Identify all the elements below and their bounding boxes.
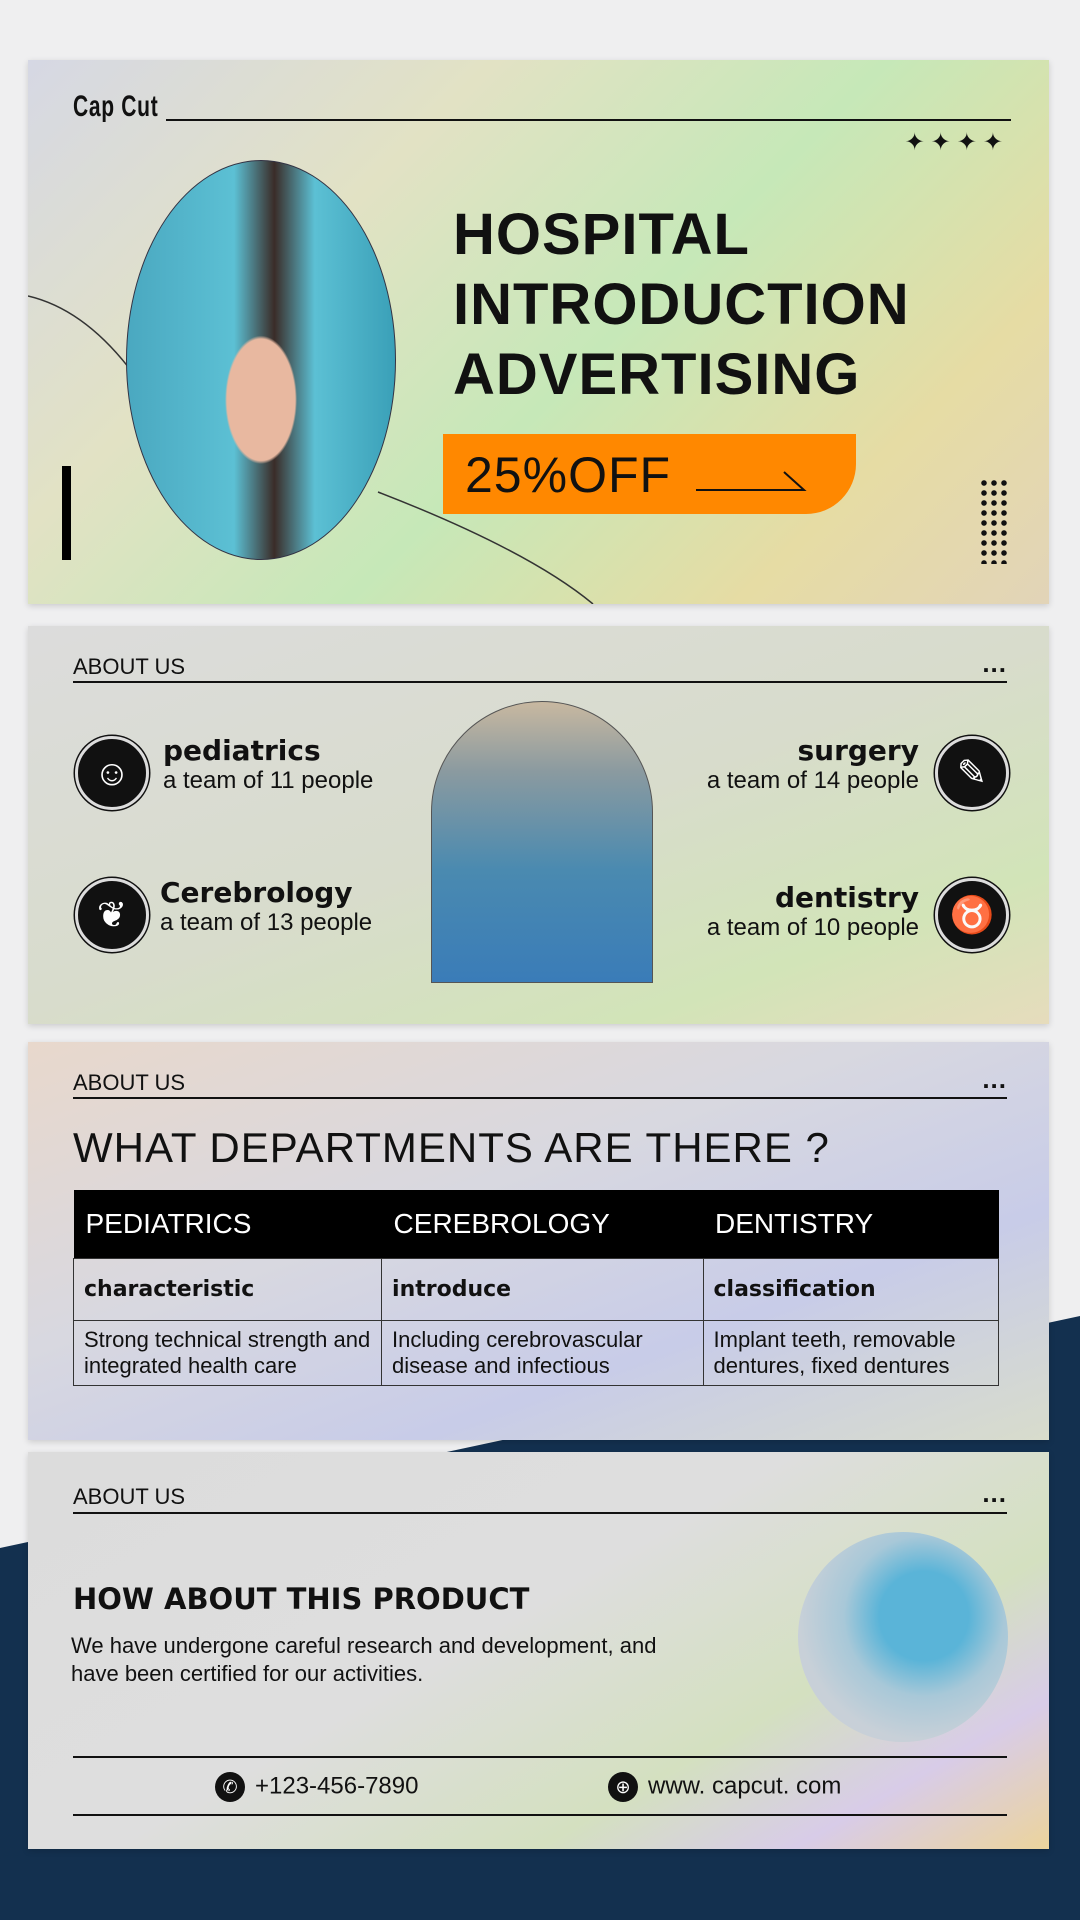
- divider: [73, 1097, 1007, 1099]
- phone-number: +123-456-7890: [255, 1772, 419, 1800]
- bar-decoration: [62, 466, 71, 560]
- stars-decoration: ✦✦✦✦: [904, 129, 1009, 156]
- table-cell: characteristic: [72, 1257, 383, 1321]
- table-cell: Strong technical strength and integrated…: [72, 1319, 383, 1386]
- table-row: Strong technical strength and integrated…: [72, 1319, 999, 1386]
- section-heading: WHAT DEPARTMENTS ARE THERE ?: [73, 1124, 830, 1171]
- baby-face-icon: ☺: [75, 736, 149, 810]
- department-dentistry: dentistry a team of 10 people: [707, 881, 919, 942]
- dept-name: dentistry: [774, 881, 919, 914]
- section-heading: HOW ABOUT THIS PRODUCT: [73, 1582, 530, 1616]
- title-line: INTRODUCTION: [453, 272, 910, 337]
- phone-contact[interactable]: ✆ +123-456-7890: [215, 1772, 418, 1802]
- department-cerebrology: Cerebrology a team of 13 people: [160, 876, 372, 937]
- nurse-photo: [126, 160, 396, 560]
- divider: [73, 1814, 1007, 1816]
- dept-name: Cerebrology: [160, 876, 353, 909]
- brain-icon: ❦: [75, 878, 149, 952]
- hero-title: HOSPITAL INTRODUCTION ADVERTISING: [453, 200, 910, 410]
- product-description: We have undergone careful research and d…: [71, 1633, 657, 1686]
- dept-team: a team of 13 people: [160, 909, 373, 936]
- dept-team: a team of 14 people: [706, 767, 919, 794]
- title-line: ADVERTISING: [453, 342, 861, 407]
- section-label: ABOUT US: [73, 654, 186, 679]
- column-header: CEREBROLOGY: [381, 1190, 703, 1258]
- section-label: ABOUT US: [73, 1070, 186, 1095]
- divider: [73, 681, 1007, 683]
- more-button[interactable]: ...: [982, 1478, 1007, 1508]
- product-card: ABOUT US ... HOW ABOUT THIS PRODUCT We h…: [28, 1452, 1049, 1849]
- arrow-right-icon: [695, 471, 807, 491]
- discount-text: 25%OFF: [465, 447, 672, 503]
- hero-card: Cap Cut ✦✦✦✦ HOSPITAL INTRODUCTION ADVER…: [28, 60, 1049, 604]
- table-cell: introduce: [381, 1257, 704, 1321]
- departments-table: PEDIATRICS CEREBROLOGY DENTISTRY character…: [72, 1190, 999, 1386]
- lab-photo: [798, 1532, 1008, 1742]
- about-card: ABOUT US ... ☺ pediatrics a team of 11 pe…: [28, 626, 1049, 1024]
- discount-badge[interactable]: 25%OFF: [443, 434, 856, 514]
- table-row: characteristic introduce classification: [72, 1257, 999, 1321]
- dot-grid-decoration: [979, 478, 1009, 564]
- divider: [73, 1512, 1007, 1514]
- section-label: ABOUT US: [73, 1484, 186, 1509]
- dept-team: a team of 11 people: [163, 767, 374, 794]
- department-surgery: surgery a team of 14 people: [707, 734, 919, 795]
- dept-team: a team of 10 people: [706, 914, 919, 941]
- departments-card: ABOUT US ... WHAT DEPARTMENTS ARE THERE …: [28, 1042, 1049, 1440]
- divider: [73, 1756, 1007, 1758]
- phone-icon: ✆: [215, 1772, 245, 1802]
- department-pediatrics: pediatrics a team of 11 people: [163, 734, 373, 795]
- dept-name: surgery: [797, 734, 919, 767]
- globe-icon: ⊕: [608, 1772, 638, 1802]
- website-url: www. capcut. com: [648, 1772, 842, 1800]
- more-button[interactable]: ...: [982, 648, 1007, 678]
- dept-name: pediatrics: [163, 734, 321, 767]
- divider: [166, 119, 1011, 121]
- more-button[interactable]: ...: [982, 1064, 1007, 1094]
- website-link[interactable]: ⊕ www. capcut. com: [608, 1772, 841, 1802]
- title-line: HOSPITAL: [453, 202, 750, 267]
- table-header-row: PEDIATRICS CEREBROLOGY DENTISTRY: [73, 1190, 999, 1258]
- surgery-photo: [431, 701, 653, 983]
- scalpel-icon: ✎: [935, 736, 1009, 810]
- column-header: DENTISTRY: [703, 1190, 999, 1258]
- table-cell: Including cerebrovascular disease and in…: [381, 1319, 704, 1386]
- tooth-icon: ♉: [935, 878, 1009, 952]
- table-cell: Implant teeth, removable dentures, fixed…: [702, 1319, 999, 1386]
- brand-logo: Cap Cut: [73, 90, 159, 123]
- column-header: PEDIATRICS: [73, 1190, 382, 1258]
- table-cell: classification: [702, 1257, 999, 1321]
